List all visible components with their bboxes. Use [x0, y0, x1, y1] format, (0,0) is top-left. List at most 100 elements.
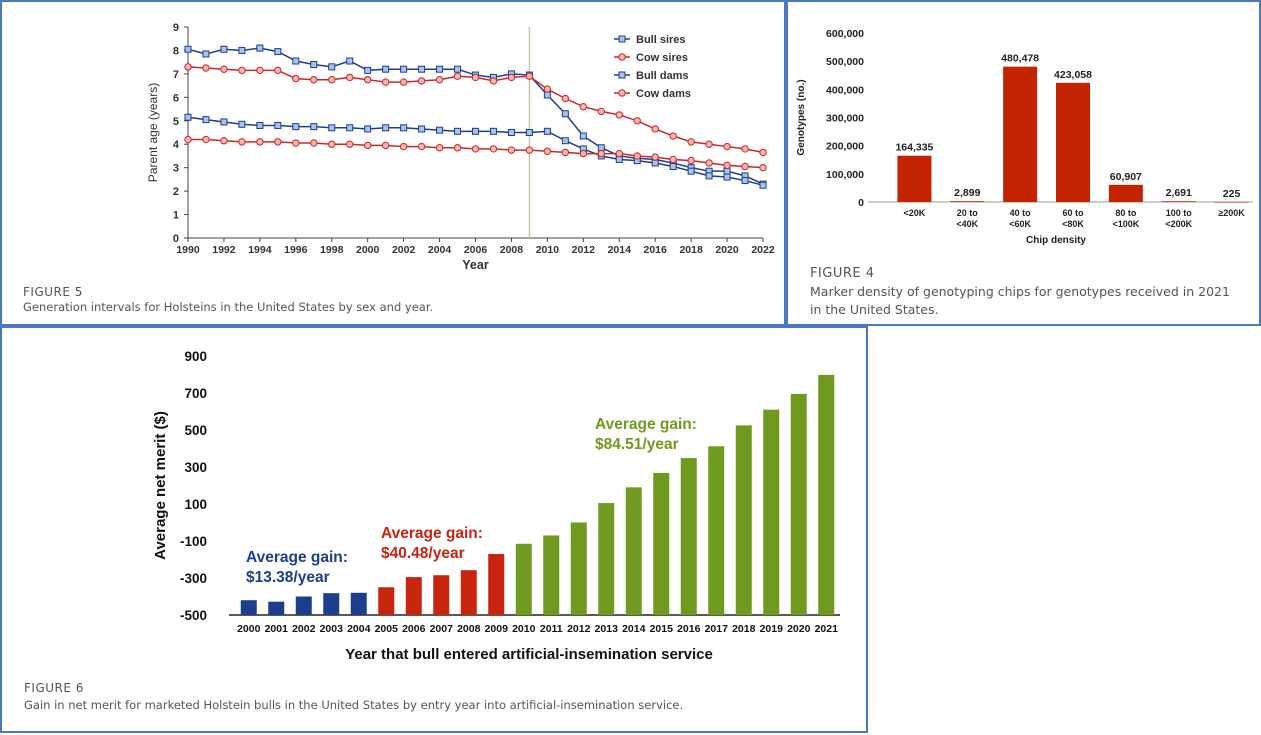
data-point	[651, 159, 659, 167]
data-point	[220, 45, 228, 53]
bar-2009	[488, 553, 505, 615]
data-point	[472, 127, 479, 135]
x-tick-label: 2016	[644, 244, 668, 256]
data-point	[184, 45, 192, 53]
x-axis-title: Year that bull entered artificial-insemi…	[345, 646, 713, 663]
legend-marker	[618, 71, 626, 79]
data-point	[597, 149, 605, 158]
y-tick-label: 700	[184, 386, 207, 401]
data-point	[328, 140, 336, 148]
x-tick-label: 2008	[457, 623, 481, 635]
data-point	[417, 142, 426, 151]
y-tick-label: -100	[180, 534, 207, 549]
data-point	[256, 121, 264, 129]
data-point	[238, 66, 246, 75]
x-tick-label: 2016	[677, 623, 701, 635]
data-point	[238, 138, 246, 146]
x-tick-label: 2013	[595, 623, 619, 635]
data-point	[525, 146, 534, 154]
x-tick-label: 1996	[284, 244, 308, 256]
data-point	[723, 167, 731, 175]
bar-2010	[515, 543, 532, 615]
category-label: 40 to	[1010, 208, 1032, 218]
bar-2013	[598, 503, 615, 615]
category-label: <100K	[1112, 219, 1139, 229]
data-point	[723, 142, 731, 151]
data-point	[597, 144, 605, 152]
legend-label: Cow dams	[636, 88, 691, 100]
x-tick-label: 2015	[650, 623, 674, 635]
category-label: 60 to	[1062, 208, 1084, 218]
bar-4	[1108, 184, 1143, 202]
category-label: <20K	[904, 208, 926, 218]
bar-6	[1214, 201, 1249, 203]
x-tick-label: 2006	[464, 244, 488, 256]
data-point	[579, 149, 588, 158]
data-point	[382, 65, 390, 73]
data-point	[310, 139, 318, 147]
data-point	[364, 125, 372, 133]
data-point	[615, 111, 623, 119]
bar-2002	[295, 596, 312, 615]
bar-value-label: 2,691	[1166, 187, 1192, 199]
data-point	[507, 146, 516, 154]
x-tick-label: 2012	[567, 623, 591, 635]
data-point	[202, 50, 210, 58]
data-point	[274, 66, 282, 75]
bar-value-label: 2,899	[954, 187, 980, 199]
bar-2020	[790, 393, 807, 615]
group-annotation: $40.48/year	[381, 545, 465, 562]
y-tick-label: 1	[173, 210, 179, 222]
data-point	[381, 78, 390, 86]
figure-4-caption: Marker density of genotyping chips for g…	[810, 284, 1230, 317]
x-tick-label: 2014	[608, 244, 632, 256]
data-point	[256, 44, 264, 52]
series-line-0	[187, 47, 764, 185]
bar-2	[1003, 66, 1038, 202]
x-tick-label: 2018	[732, 623, 756, 635]
data-point	[292, 139, 300, 147]
data-point	[363, 141, 372, 150]
bar-2000	[240, 600, 257, 615]
data-point	[292, 57, 300, 65]
legend-marker	[618, 53, 626, 61]
data-point	[651, 153, 659, 161]
category-label: 20 to	[957, 208, 979, 218]
bar-2016	[680, 458, 697, 615]
bar-2011	[543, 535, 560, 615]
x-tick-label: 2009	[485, 623, 509, 635]
data-point	[471, 145, 480, 153]
bar-2004	[350, 592, 367, 615]
group-annotation: Average gain:	[381, 525, 483, 542]
legend-label: Bull sires	[636, 34, 686, 46]
data-point	[399, 78, 408, 86]
legend-marker	[618, 89, 626, 97]
bar-2018	[735, 425, 752, 615]
data-point	[669, 132, 677, 140]
data-point	[274, 121, 282, 129]
data-point	[615, 149, 623, 158]
bar-2005	[378, 587, 395, 615]
data-point	[759, 181, 767, 189]
data-point	[274, 48, 282, 56]
data-point	[651, 125, 659, 133]
data-point	[669, 162, 677, 170]
data-point	[292, 74, 300, 83]
data-point	[454, 65, 462, 73]
data-point	[399, 142, 408, 151]
data-point	[489, 77, 498, 85]
data-point	[202, 116, 210, 124]
data-point	[238, 46, 246, 54]
data-point	[543, 127, 551, 135]
category-label: <80K	[1062, 219, 1084, 229]
bar-2012	[570, 522, 587, 615]
data-point	[759, 148, 767, 157]
data-point	[561, 137, 569, 145]
data-point	[417, 77, 426, 85]
group-annotation: $84.51/year	[595, 436, 679, 453]
figure-5-caption: Generation intervals for Holsteins in th…	[23, 300, 434, 314]
y-tick-label: 6	[173, 92, 179, 104]
y-tick-label: 100	[184, 497, 207, 512]
data-point	[453, 144, 462, 152]
x-tick-label: 2002	[292, 623, 316, 635]
